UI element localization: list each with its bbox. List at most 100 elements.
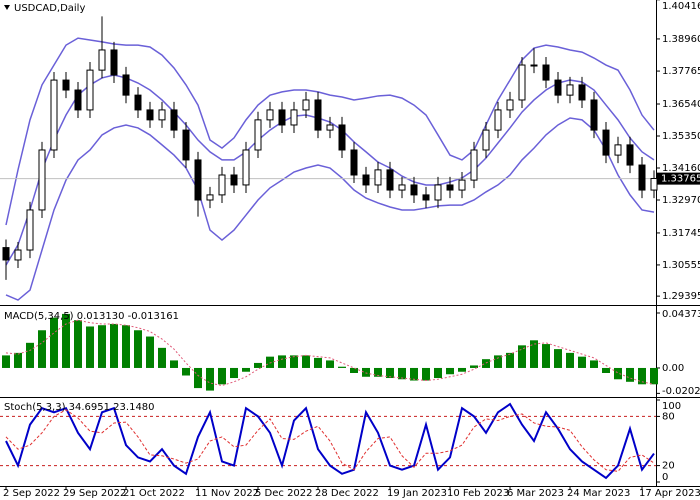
y-tick-label: 0 [662,472,668,483]
last-price-label: 1.33765 [661,174,700,185]
macd-bar [578,356,586,368]
candle-body [146,109,154,121]
macd-bar [494,355,502,368]
x-tick-label: 11 Nov 2022 [195,488,259,499]
candle-body [218,174,226,196]
candle-body [422,194,430,201]
macd-bar [218,367,226,385]
macd-bar [134,330,142,368]
candle-body [266,109,274,121]
macd-bar [338,366,346,368]
candle-body [506,99,514,111]
y-tick-label: 0.00 [662,363,684,374]
candle-body [14,249,22,261]
candle-body [50,79,58,151]
candle-body [206,194,214,201]
macd-bar [590,360,598,368]
symbol-menu-icon[interactable] [4,5,10,10]
candle-body [470,149,478,181]
macd-bar [374,367,382,377]
candle-body [122,74,130,96]
macd-bar [554,349,562,368]
macd-bar [482,359,490,368]
macd-bar [98,325,106,368]
macd-bar [542,344,550,368]
y-tick-label: 100 [662,401,681,412]
macd-bar [638,367,646,385]
x-tick-label: 10 Feb 2023 [447,488,509,499]
macd-title: MACD(5,34,5) 0.013130 -0.013161 [4,311,179,322]
macd-bar [254,362,262,368]
x-tick-label: 29 Sep 2022 [63,488,126,499]
candle-body [314,99,322,131]
x-tick-label: 5 Dec 2022 [255,488,313,499]
macd-bar [446,367,454,375]
candle-body [590,99,598,131]
stoch-line [5,402,655,480]
candle-body [290,109,298,126]
macd-bar [434,367,442,379]
x-tick-label: 28 Dec 2022 [315,488,379,499]
candle-body [74,89,82,111]
candle-body [338,124,346,151]
candle-body [626,144,634,166]
macd-bar [422,367,430,381]
candle-body [350,149,358,176]
candle-body [302,99,310,111]
macd-bar [14,352,22,368]
macd-bar [50,317,58,368]
macd-bar [506,352,514,368]
candle-body [602,129,610,156]
macd-bar [110,323,118,368]
candle-body [614,144,622,156]
x-tick-label: 24 Mar 2023 [567,488,630,499]
candle-body [134,94,142,111]
macd-bar [458,367,466,372]
macd-bar [314,357,322,368]
macd-bar [410,367,418,381]
candle-body [38,149,46,211]
bollinger-band [5,117,655,301]
macd-bar [158,347,166,368]
candle-body [554,79,562,96]
candle-body [410,184,418,196]
y-tick-label: 1.40416 [662,1,700,12]
candle-body [98,49,106,71]
candle-body [494,109,502,131]
macd-bar [26,342,34,368]
macd-bar [602,367,610,373]
macd-bar [74,320,82,368]
y-tick-label: 1.34160 [662,163,700,174]
candle-body [398,184,406,191]
last-price-box [657,172,700,185]
macd-bar [2,355,10,368]
candle-body [170,109,178,131]
candle-body [482,129,490,151]
y-tick-label: 1.37765 [662,66,700,77]
macd-bar [290,355,298,368]
macd-signal [5,319,655,387]
macd-bar [386,367,394,379]
candle-body [434,184,442,201]
macd-bar [62,313,70,368]
x-tick-label: 19 Jan 2023 [387,488,447,499]
macd-bar [194,367,202,389]
candle-body [374,169,382,186]
candle-body [278,109,286,126]
macd-bar [626,367,634,382]
y-tick-label: 1.32970 [662,195,700,206]
candle-body [362,174,370,186]
macd-bar [182,367,190,376]
x-tick-label: 6 Mar 2023 [507,488,564,499]
macd-bar [278,355,286,368]
y-tick-label: 0.043734 [662,309,700,320]
y-tick-label: 1.31745 [662,228,700,239]
macd-bar [206,367,214,391]
macd-bar [518,345,526,368]
macd-bar [302,355,310,368]
stoch-line [5,409,655,472]
candle-body [158,109,166,121]
macd-bar [650,367,658,385]
stoch-title: Stoch(5,3,3) 34.6951 23.1480 [4,402,155,413]
